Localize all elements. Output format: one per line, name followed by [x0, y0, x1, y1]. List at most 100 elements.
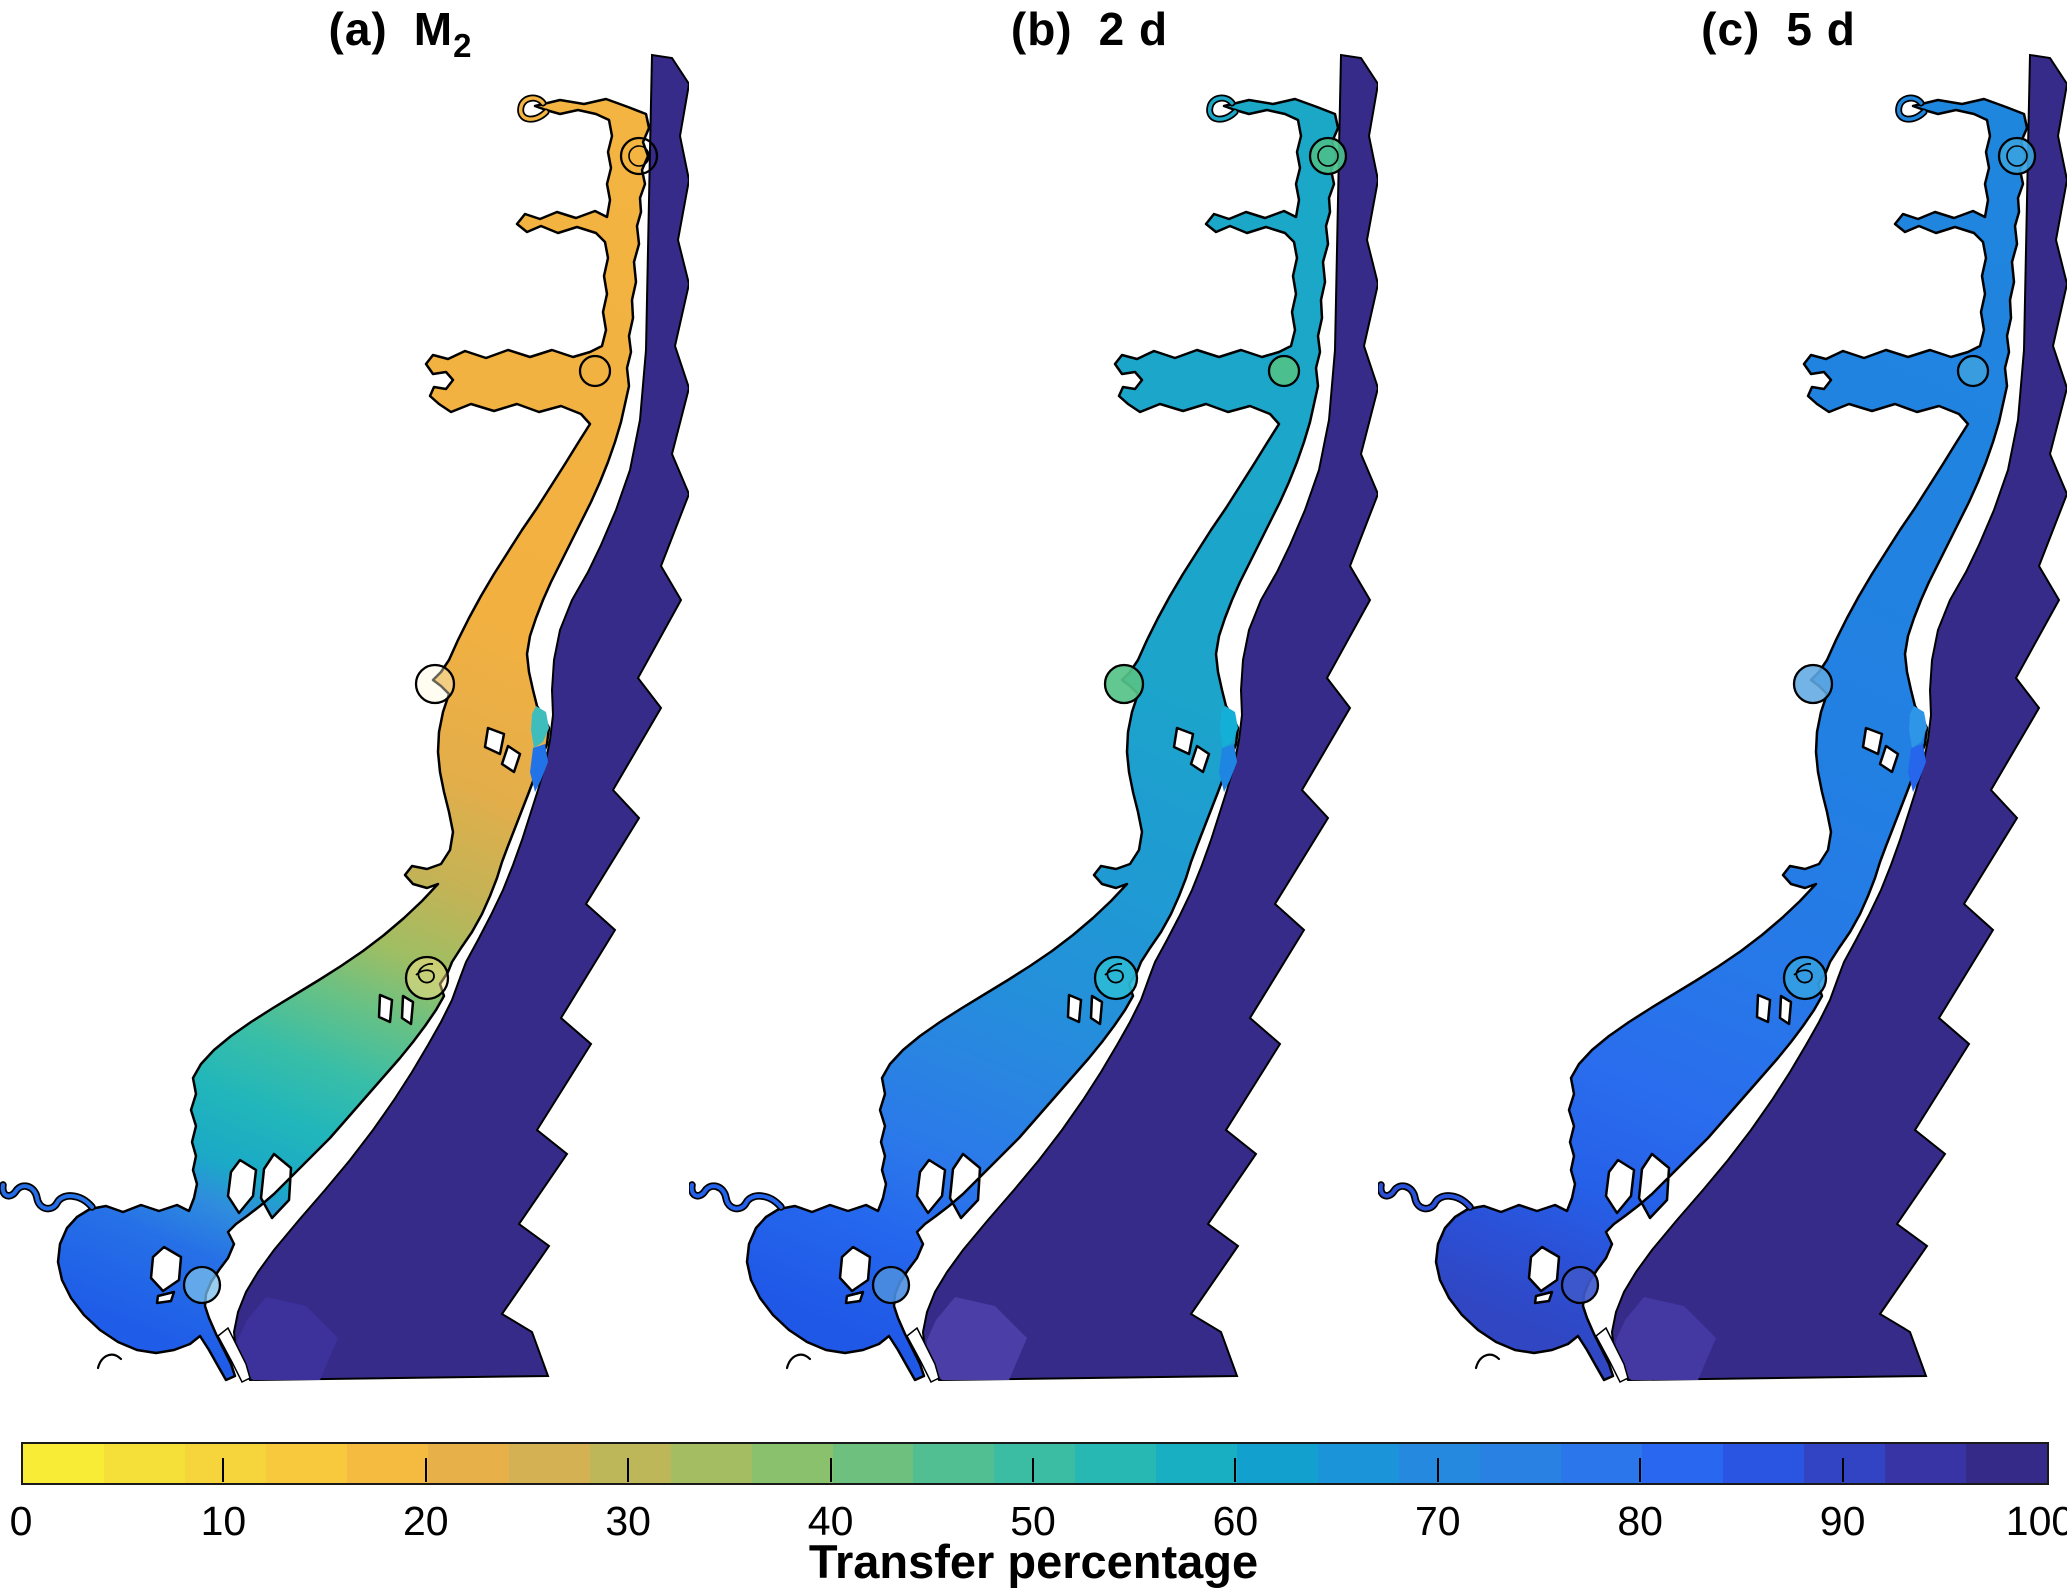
spit-land	[1595, 1326, 1629, 1384]
map-panel-c	[1377, 0, 2067, 1410]
colorbar-segment	[508, 1444, 590, 1483]
colorbar-segment	[184, 1444, 266, 1483]
colorbar-segment	[23, 1444, 104, 1483]
inlet-marker	[1956, 354, 1990, 388]
colorbar-tick-label: 50	[1010, 1498, 1056, 1544]
inlet-marker	[414, 663, 456, 705]
colorbar-tick	[1234, 1458, 1237, 1482]
panel-title-b: (b) 2 d	[689, 2, 1378, 56]
colorbar-segment	[1399, 1444, 1481, 1483]
colorbar-tick	[627, 1458, 630, 1482]
inlet-spot-lower	[1908, 744, 1926, 792]
spit-land	[217, 1326, 251, 1384]
colorbar-segment	[1723, 1444, 1804, 1483]
ocean-inlet-patch	[927, 1297, 1027, 1380]
inlet-markers	[1560, 136, 2037, 1305]
colorbar-segment	[1156, 1444, 1238, 1483]
colorbar-segment	[1480, 1444, 1562, 1483]
colorbar-tick-label: 100	[2005, 1498, 2067, 1544]
inlet-marker	[1093, 955, 1139, 1001]
colorbar-segment	[1965, 1444, 2047, 1483]
colorbar-segment	[1075, 1444, 1157, 1483]
colorbar-segment	[994, 1444, 1076, 1483]
colorbar-segment	[832, 1444, 914, 1483]
spit-land	[906, 1326, 940, 1384]
ocean-inlet-patch	[238, 1297, 338, 1380]
inlet-spot-upper	[1220, 706, 1238, 748]
north-arm-curl	[1206, 94, 1239, 123]
small-coast-curl	[96, 1353, 123, 1370]
colorbar-tick-label: 0	[9, 1498, 33, 1544]
map-panel-a	[0, 0, 691, 1410]
colorbar-segment	[589, 1444, 671, 1483]
colorbar-tick-label: 60	[1212, 1498, 1259, 1544]
colorbar-segment	[1561, 1444, 1643, 1483]
panel-label: (a)	[328, 3, 388, 55]
panel-title-text: 2 d	[1098, 3, 1169, 55]
panel-title-subscript: 2	[453, 27, 473, 64]
north-arm-curl	[1895, 94, 1928, 123]
river-squiggle	[688, 1181, 785, 1213]
inlet-marker	[1782, 955, 1828, 1001]
inlet-marker	[182, 1265, 222, 1305]
panel-title-text: 5 d	[1786, 3, 1856, 55]
river-squiggle	[1377, 1181, 1474, 1213]
inlet-marker	[1308, 136, 1348, 176]
colorbar-tick	[1032, 1458, 1034, 1482]
inlet-markers	[871, 136, 1348, 1305]
inlet-marker	[1792, 663, 1834, 705]
inlet-marker	[1560, 1265, 1600, 1305]
small-coast-curl	[1474, 1353, 1501, 1370]
colorbar-tick-label: 70	[1414, 1498, 1461, 1544]
colorbar-tick-label: 10	[200, 1498, 247, 1544]
colorbar-tick-label: 20	[402, 1498, 449, 1544]
colorbar-segment	[346, 1444, 428, 1483]
colorbar-segment	[427, 1444, 509, 1483]
inlet-markers	[182, 136, 659, 1305]
small-coast-curl	[785, 1353, 812, 1370]
inlet-channel-detail	[1793, 963, 1813, 984]
colorbar-segment	[1884, 1444, 1966, 1483]
colorbar-segment	[1318, 1444, 1400, 1483]
lagoon-shape	[745, 97, 1340, 1382]
inlet-marker	[628, 145, 650, 167]
panel-title-a: (a) M2	[0, 2, 689, 62]
colorbar-segment	[751, 1444, 833, 1483]
colorbar-segment	[1237, 1444, 1319, 1483]
panel-title-text: M	[413, 3, 454, 55]
colorbar-tick	[424, 1458, 427, 1482]
colorbar-axis-label: Transfer percentage	[808, 1535, 1259, 1588]
colorbar-tick-label: 40	[807, 1498, 854, 1544]
ocean-shape	[921, 53, 1380, 1382]
inlet-spot-upper	[531, 706, 549, 748]
ocean-inlet-patch	[1616, 1297, 1716, 1380]
inlet-marker	[1103, 663, 1145, 705]
colorbar-segment	[1803, 1444, 1885, 1483]
ocean-shape	[1610, 53, 2067, 1382]
colorbar-segment	[1642, 1444, 1724, 1483]
inlet-marker	[578, 354, 612, 388]
colorbar-segment	[103, 1444, 185, 1483]
colorbar-segment	[265, 1444, 347, 1483]
lagoon-shape	[1434, 97, 2029, 1382]
colorbar-tick-label: 80	[1617, 1498, 1663, 1544]
inlet-marker	[2006, 145, 2028, 167]
colorbar-tick	[1639, 1458, 1642, 1482]
inlet-marker	[1267, 354, 1301, 388]
colorbar-tick	[829, 1458, 832, 1482]
colorbar-tick	[222, 1458, 225, 1482]
inlet-marker	[404, 955, 450, 1001]
inlet-marker	[871, 1265, 911, 1305]
inlet-spot-lower	[530, 744, 548, 792]
river-squiggle	[0, 1181, 96, 1213]
map-panel-b	[688, 0, 1380, 1410]
inlet-channel-detail	[415, 963, 435, 984]
colorbar-segment	[913, 1444, 995, 1483]
inlet-marker	[619, 136, 659, 176]
colorbar-tick-label: 90	[1819, 1498, 1866, 1544]
panel-label: (c)	[1701, 3, 1761, 55]
inlet-spot-upper	[1909, 706, 1927, 748]
inlet-channel-detail	[1104, 963, 1124, 984]
colorbar-tick	[1841, 1458, 1844, 1482]
